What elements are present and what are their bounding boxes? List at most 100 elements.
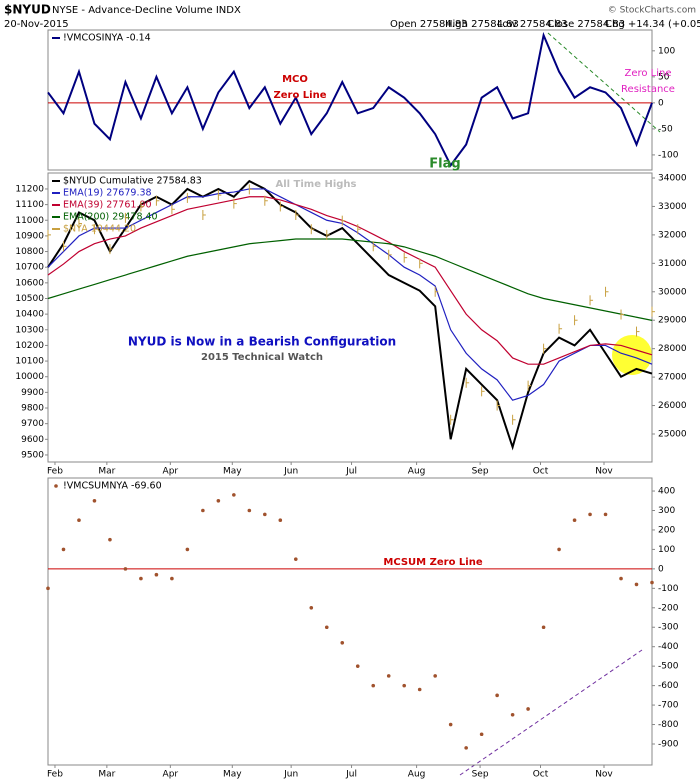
dot xyxy=(650,580,654,585)
panel-frame xyxy=(47,29,653,171)
y-tick-label: 11200 xyxy=(15,184,44,194)
y-tick-label: 11100 xyxy=(15,200,44,210)
x-tick-label: Oct xyxy=(533,467,549,477)
y-tick-label: -700 xyxy=(658,701,679,711)
dot xyxy=(92,498,97,503)
y2-tick-label: 26000 xyxy=(658,401,687,411)
legend-entry: EMA(39) 27761.90 xyxy=(63,200,152,211)
dot xyxy=(479,732,484,737)
index-name: NYSE - Advance-Decline Volume INDX xyxy=(52,5,241,16)
y2-tick-label: 31000 xyxy=(658,259,687,269)
y-tick-label: 10600 xyxy=(15,278,44,288)
y-tick-label: 9700 xyxy=(21,419,44,429)
legend-entry: !VMCSUMNYA -69.60 xyxy=(63,481,162,492)
dot xyxy=(123,567,128,571)
legend-swatch xyxy=(54,484,58,488)
x-tick-label: Sep xyxy=(472,770,489,780)
y2-tick-label: 27000 xyxy=(658,373,687,383)
dot xyxy=(588,512,592,517)
y-tick-label: -500 xyxy=(658,662,679,672)
y-tick-label: 100 xyxy=(658,46,675,56)
y-tick-label: -200 xyxy=(658,603,679,613)
y-tick-label: 10700 xyxy=(15,263,44,273)
dot xyxy=(324,625,329,630)
x-tick-label: Apr xyxy=(163,770,179,780)
annotation: Flag xyxy=(429,157,460,172)
dot xyxy=(263,512,267,517)
legend-entry: !VMCOSINYA -0.14 xyxy=(63,33,151,44)
x-tick-label: Mar xyxy=(98,467,115,477)
y-tick-label: 9500 xyxy=(21,450,44,460)
dot xyxy=(355,664,360,668)
dot xyxy=(46,586,50,591)
y-tick-label: 0 xyxy=(658,98,664,108)
y-tick-label: 0 xyxy=(658,564,664,574)
annotation: All Time Highs xyxy=(275,179,356,190)
support-trendline xyxy=(459,649,643,776)
panel-frame xyxy=(47,172,653,463)
y-tick-label: 200 xyxy=(658,525,675,535)
dot xyxy=(603,512,608,517)
dot xyxy=(170,576,174,581)
quote-item: Open 27584.83 xyxy=(390,19,468,30)
y-tick-label: 10200 xyxy=(15,341,44,351)
x-tick-label: Sep xyxy=(472,467,489,477)
series-line xyxy=(47,238,653,321)
dot xyxy=(247,508,252,513)
series-line xyxy=(47,179,653,451)
x-tick-label: Oct xyxy=(533,770,549,780)
y-tick-label: -100 xyxy=(658,584,679,594)
dot xyxy=(139,576,143,581)
x-tick-label: Feb xyxy=(47,770,63,780)
y-tick-label: 10800 xyxy=(15,247,44,257)
dot xyxy=(108,537,112,542)
dot xyxy=(201,508,205,513)
series-line xyxy=(47,188,653,401)
x-tick-label: Nov xyxy=(595,770,613,780)
quote-item: Close 27584.83 xyxy=(547,19,625,30)
y-tick-label: 300 xyxy=(658,506,675,516)
dot xyxy=(185,547,190,552)
dot xyxy=(154,572,159,577)
y-tick-label: 50 xyxy=(658,72,670,82)
y-tick-label: 10400 xyxy=(15,310,44,320)
dot xyxy=(77,518,81,523)
y-tick-label: -800 xyxy=(658,720,679,730)
dot xyxy=(402,683,407,688)
dot xyxy=(216,498,221,503)
x-tick-label: May xyxy=(223,467,242,477)
x-tick-label: Nov xyxy=(595,467,613,477)
annotation: Zero Line xyxy=(624,68,671,79)
quote-item: High 27584.83 xyxy=(445,19,519,30)
y-tick-label: -100 xyxy=(658,150,679,160)
quote-item: Chg +14.34 (+0.05%) xyxy=(605,19,700,30)
dot xyxy=(61,547,66,552)
date: 20-Nov-2015 xyxy=(4,19,69,30)
y-tick-label: 10900 xyxy=(15,231,44,241)
legend-entry: EMA(19) 27679.38 xyxy=(63,188,152,199)
dot xyxy=(417,687,422,692)
y-tick-label: 10100 xyxy=(15,357,44,367)
resistance-trendline xyxy=(547,32,661,133)
x-tick-label: Jul xyxy=(345,770,357,780)
annotation: NYUD is Now in a Bearish Configuration xyxy=(128,335,396,349)
y2-tick-label: 32000 xyxy=(658,230,687,240)
y-tick-label: 400 xyxy=(658,487,675,497)
legend-entry: $NYA 10444.20 xyxy=(63,224,136,235)
annotation: MCSUM Zero Line xyxy=(383,557,482,568)
x-tick-label: Apr xyxy=(163,467,179,477)
dot xyxy=(309,605,314,610)
x-tick-label: Aug xyxy=(408,770,426,780)
x-tick-label: Feb xyxy=(47,467,63,477)
dot xyxy=(526,707,530,711)
dot xyxy=(278,518,283,523)
y2-tick-label: 25000 xyxy=(658,429,687,439)
legend-entry: EMA(200) 29478.40 xyxy=(63,212,158,223)
panel-frame xyxy=(47,477,653,766)
y-tick-label: -50 xyxy=(658,124,673,134)
symbol: $NYUD xyxy=(4,3,51,17)
y-tick-label: 10500 xyxy=(15,294,44,304)
y-tick-label: 9900 xyxy=(21,388,44,398)
x-tick-label: May xyxy=(223,770,242,780)
